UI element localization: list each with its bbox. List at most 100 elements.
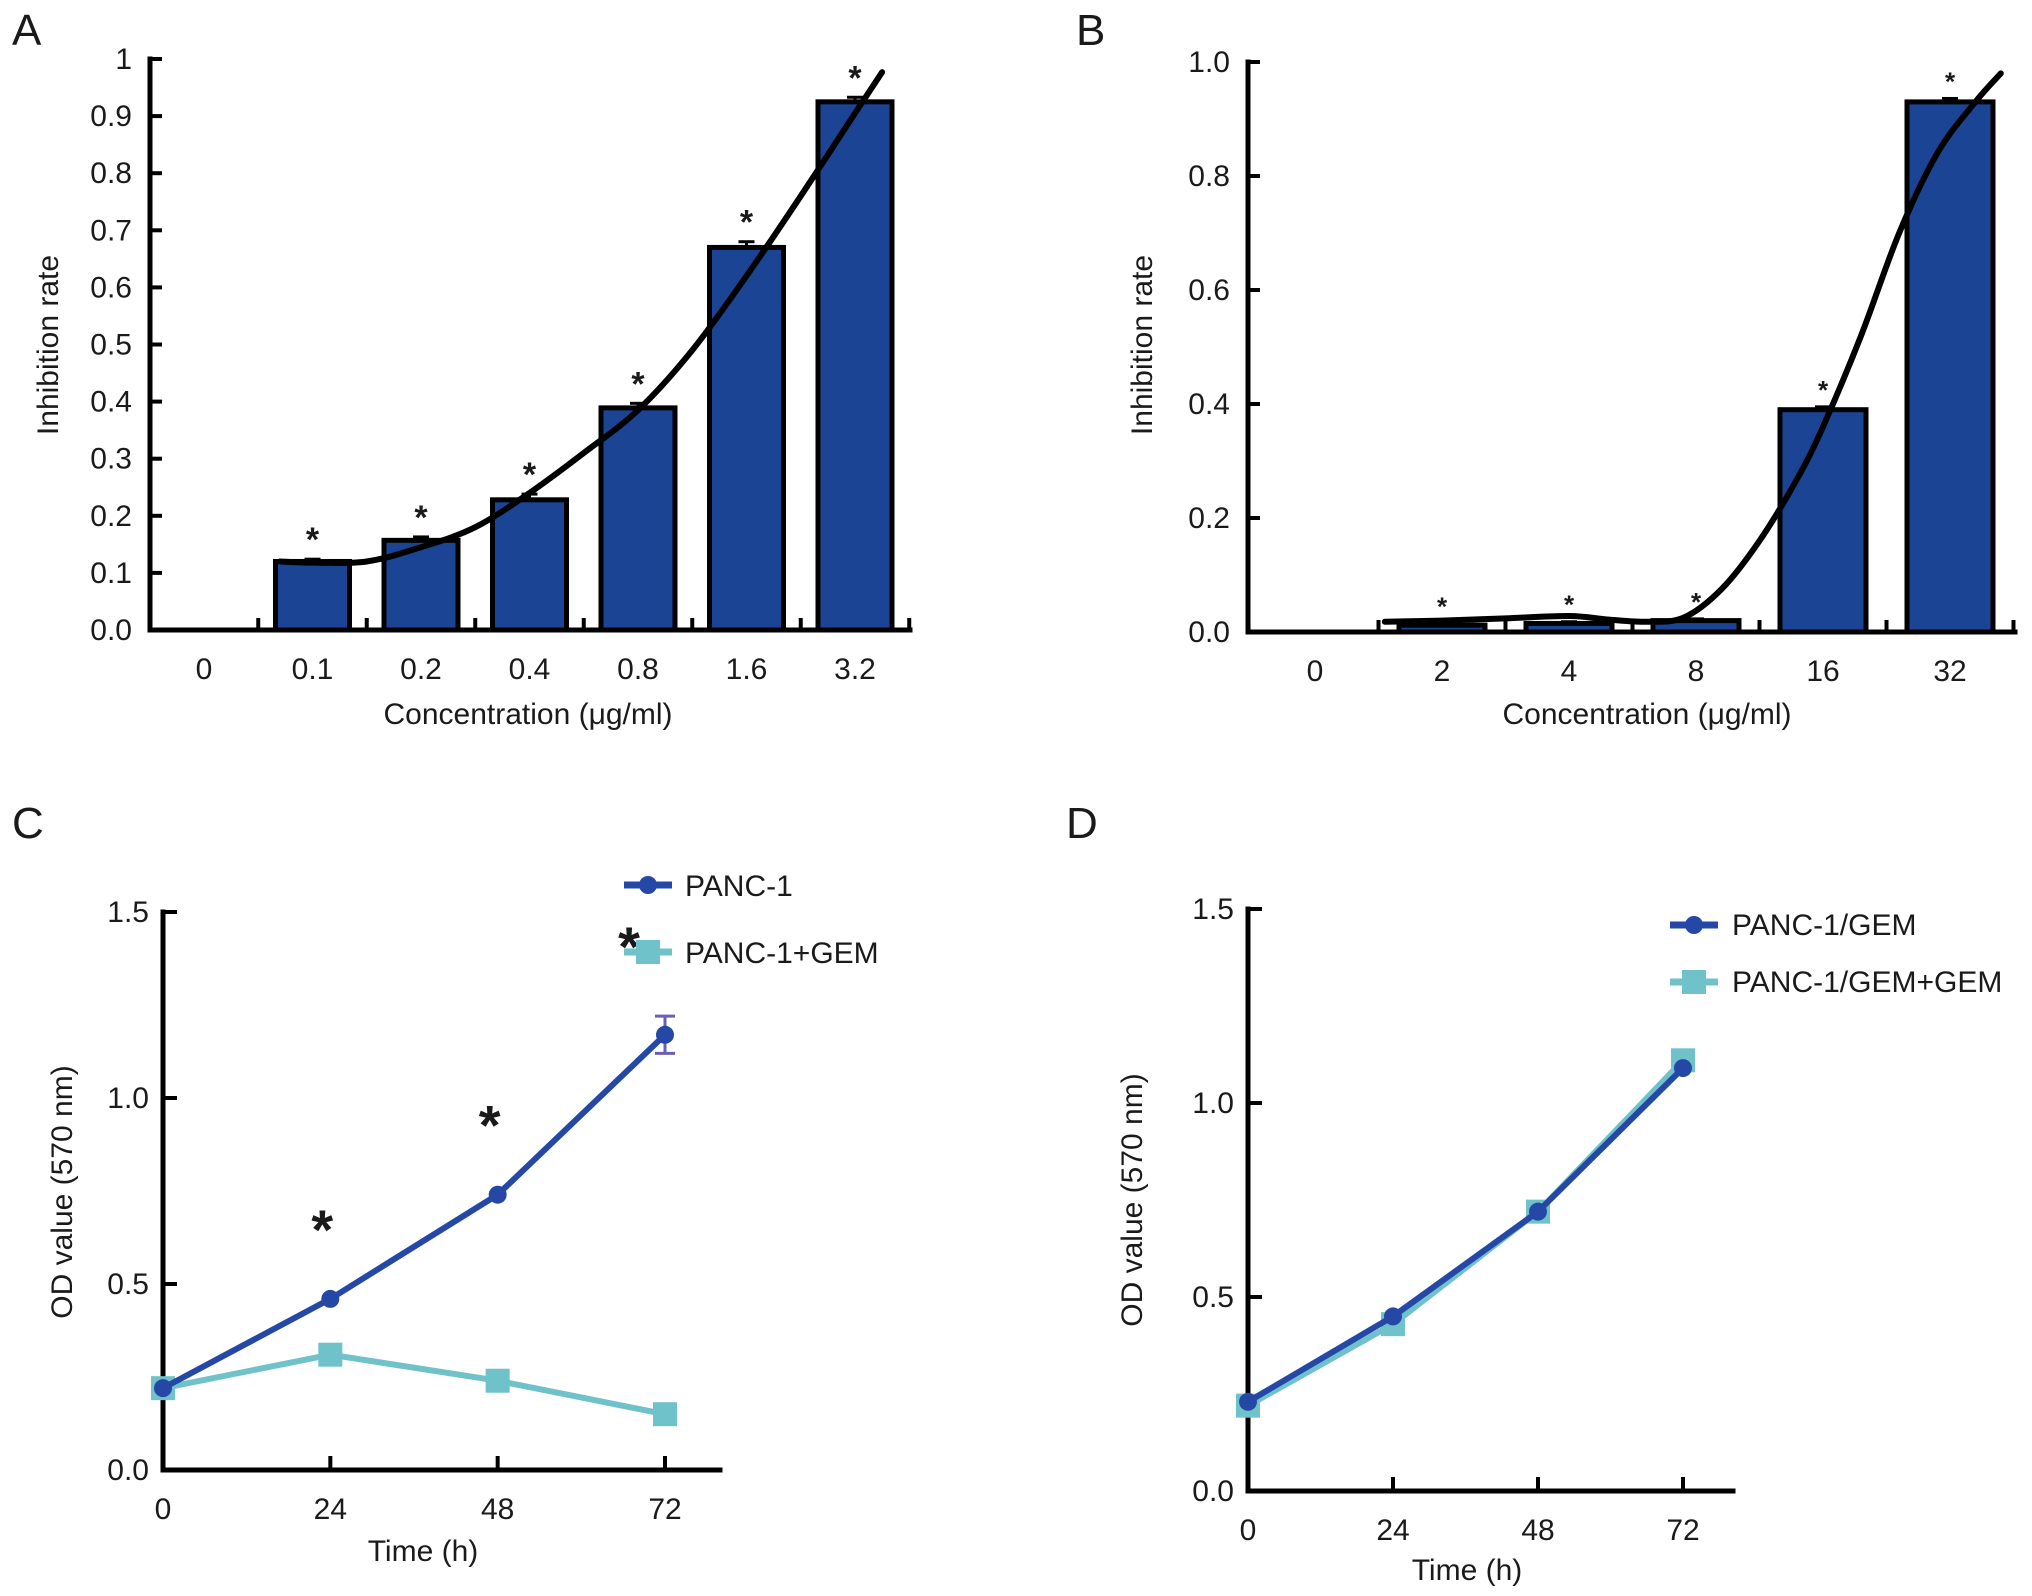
bar-0.1 — [273, 558, 352, 633]
panel-d-x-axis-title: Time (h) — [1412, 1554, 1523, 1587]
y-tick-label: 0.5 — [107, 1268, 149, 1301]
panel-c: C 0.0 0.5 1.0 1.5 0 24 48 72 * * * OD value (570 n… — [12, 799, 879, 1568]
data-point — [321, 1289, 340, 1308]
significance-star: * — [740, 204, 754, 242]
y-tick-label: 0.6 — [1188, 274, 1230, 307]
x-tick-label: 48 — [481, 1493, 514, 1526]
legend-marker-panc-1-gem — [624, 940, 672, 964]
y-tick-label: 0.0 — [90, 614, 132, 647]
legend-marker — [1685, 916, 1703, 934]
y-tick-label: 0.1 — [90, 557, 132, 590]
panel-d: D 0.00.51.01.50 24 48 72 OD value (570 nm) … — [1066, 799, 2002, 1587]
data-point — [318, 1342, 343, 1367]
y-tick-label: 0.6 — [90, 271, 132, 304]
y-tick-label: 0.0 — [1192, 1475, 1234, 1508]
panel-a-y-axis-title: Inhibition rate — [32, 255, 65, 435]
y-tick-label: 0.0 — [1188, 616, 1230, 649]
significance-star: * — [311, 1198, 333, 1261]
bar-1.6 — [707, 244, 786, 633]
significance-star: * — [848, 59, 862, 97]
panel-letter-a: A — [12, 6, 42, 55]
significance-star: * — [479, 1094, 501, 1157]
x-tick-label: 0 — [196, 653, 213, 686]
legend-marker — [1682, 970, 1706, 994]
x-tick-label: 48 — [1521, 1514, 1554, 1547]
x-tick-label: 24 — [314, 1493, 347, 1526]
y-tick-label: 1.0 — [107, 1082, 149, 1115]
x-tick-label: 0.2 — [400, 653, 442, 686]
fit-curve — [276, 69, 886, 567]
data-point — [1239, 1392, 1257, 1411]
panel-b-marks: * * * * * 0.0 0.2 0.4 0.6 0.8 1.0 0 2 4 8 16 32 — [1188, 46, 2018, 688]
y-tick-label: 0.8 — [1188, 160, 1230, 193]
legend-marker — [639, 876, 657, 894]
legend-label-panc-1-gem: PANC-1+GEM — [685, 937, 879, 970]
data-point — [1384, 1307, 1402, 1326]
bar-0.4 — [490, 497, 569, 633]
x-tick-label: 24 — [1376, 1514, 1409, 1547]
legend-label-panc-1-gem: PANC-1/GEM — [1732, 909, 1916, 942]
significance-star: * — [306, 521, 320, 559]
x-tick-label: 0 — [1240, 1514, 1257, 1547]
y-tick-label: 0.4 — [1188, 388, 1230, 421]
panel-c-legend: PANC-1 PANC-1+GEM — [624, 870, 879, 970]
data-point — [1674, 1059, 1692, 1078]
legend-marker-panc-1 — [624, 876, 672, 894]
legend-marker — [636, 940, 660, 964]
x-tick-label: 2 — [1434, 655, 1451, 688]
y-tick-label: 1.5 — [107, 896, 149, 929]
x-tick-label: 8 — [1688, 655, 1705, 688]
significance-star: * — [1818, 375, 1829, 405]
x-tick-label: 0.1 — [292, 653, 334, 686]
series-line-panc-1 — [161, 1032, 668, 1391]
y-tick-label: 0.5 — [90, 329, 132, 362]
y-tick-label: 0.2 — [1188, 502, 1230, 535]
y-tick-label: 0.3 — [90, 443, 132, 476]
data-point — [154, 1379, 172, 1398]
significance-star: * — [618, 915, 640, 978]
series-line-panc-1-gem — [162, 1351, 666, 1418]
panel-d-marks: 0.0 0.5 1.0 1.5 0 24 48 72 — [1192, 893, 1736, 1547]
panel-letter-d: D — [1066, 799, 1098, 848]
y-tick-label: 1.5 — [1192, 893, 1234, 926]
y-tick-label: 0.4 — [90, 386, 132, 419]
legend-marker-panc-1-gem — [1670, 916, 1718, 934]
panel-a: A * * * * * * 0.0 0.1 0.2 0.3 0.4 0.5 0.6 0.7 0.8 0.9 1 0… — [12, 6, 913, 731]
y-tick-label: 0.9 — [90, 100, 132, 133]
x-tick-label: 3.2 — [834, 653, 876, 686]
y-tick-label: 1 — [115, 43, 132, 76]
panel-b-x-axis-title: Concentration (μg/ml) — [1502, 698, 1791, 731]
panel-letter-b: B — [1076, 6, 1105, 55]
significance-star: * — [1564, 590, 1575, 620]
panel-c-marks: 0.0 0.5 1.0 1.5 0 24 48 72 * * * — [107, 896, 723, 1526]
significance-star: * — [1691, 587, 1702, 617]
significance-star: * — [631, 365, 645, 403]
x-tick-label: 4 — [1561, 655, 1578, 688]
data-point — [485, 1368, 510, 1393]
x-tick-label: 0 — [155, 1493, 172, 1526]
panel-a-x-axis-title: Concentration (μg/ml) — [383, 698, 672, 731]
panel-b-y-axis-title: Inhibition rate — [1126, 255, 1159, 435]
panel-c-x-axis-title: Time (h) — [368, 1535, 479, 1568]
x-tick-label: 1.6 — [726, 653, 768, 686]
legend-label-panc-1: PANC-1 — [685, 870, 793, 903]
y-tick-label: 0.0 — [107, 1454, 149, 1487]
significance-star: * — [1945, 66, 1956, 96]
y-tick-label: 0.7 — [90, 214, 132, 247]
panel-a-marks: * * * * * * 0.0 0.1 0.2 0.3 0.4 0.5 0.6 0.7 0.8 0.9 1 0 0.… — [90, 43, 913, 686]
significance-star: * — [1437, 591, 1448, 621]
legend-marker-panc-1-gem-gem — [1670, 970, 1718, 994]
x-tick-label: 0 — [1307, 655, 1324, 688]
y-tick-label: 0.5 — [1192, 1281, 1234, 1314]
y-tick-label: 1.0 — [1192, 1087, 1234, 1120]
fit-curve — [1381, 70, 2004, 625]
data-point — [1529, 1202, 1547, 1221]
x-tick-label: 0.4 — [509, 653, 551, 686]
x-tick-label: 72 — [648, 1493, 681, 1526]
panel-d-legend: PANC-1/GEM PANC-1/GEM+GEM — [1670, 909, 2002, 999]
panel-d-y-axis-title: OD value (570 nm) — [1116, 1073, 1149, 1326]
y-tick-label: 0.8 — [90, 157, 132, 190]
panel-letter-c: C — [12, 799, 44, 848]
data-point — [488, 1185, 507, 1204]
